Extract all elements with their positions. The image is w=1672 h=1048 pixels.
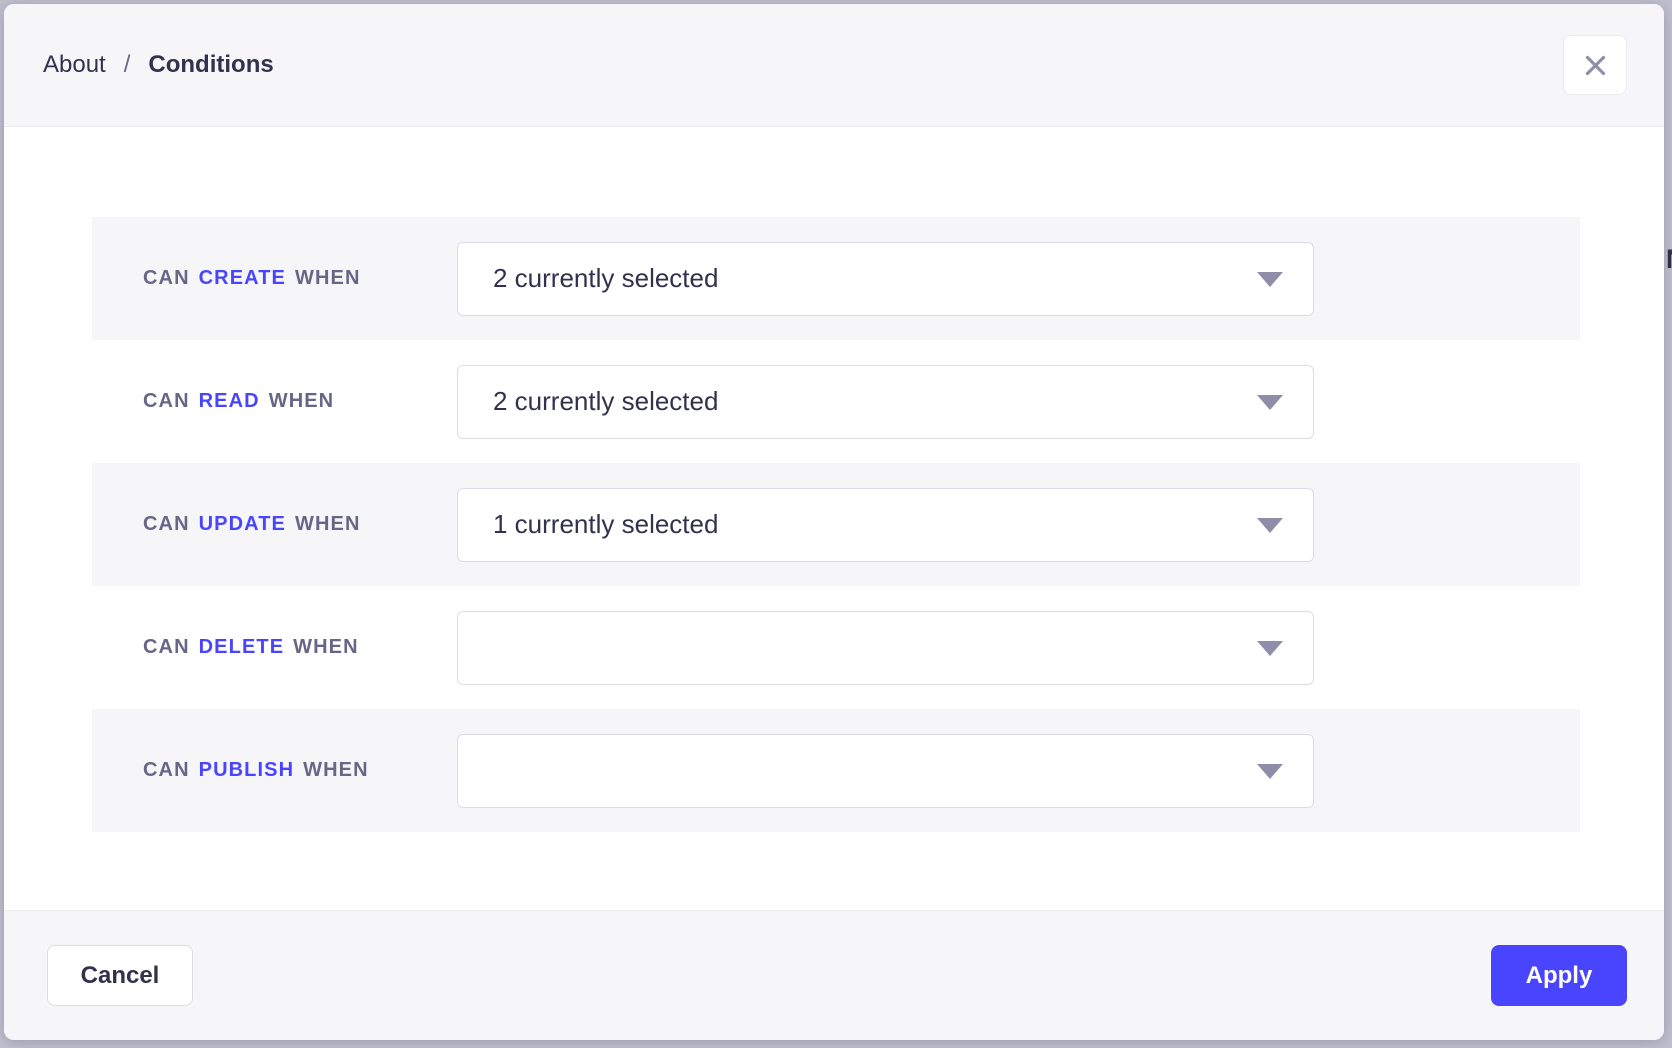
condition-select-publish[interactable] [457,733,1314,808]
label-action: READ [198,390,260,412]
label-prefix: CAN [143,267,190,289]
label-suffix: WHEN [293,636,359,658]
modal-footer: Cancel Apply [4,910,1664,1040]
condition-label-publish: CAN PUBLISH WHEN [143,759,369,782]
background-page-clipped-text: N [1666,244,1672,275]
condition-select-delete[interactable] [457,610,1314,685]
breadcrumb: About / Conditions [43,51,274,79]
label-prefix: CAN [143,390,190,412]
condition-label-read: CAN READ WHEN [143,390,334,413]
select-value: 1 currently selected [493,509,719,539]
modal-body: CAN CREATE WHEN 2 currently selected CAN… [4,127,1664,910]
condition-select-read[interactable]: 2 currently selected [457,364,1314,439]
chevron-down-icon [1257,517,1283,533]
conditions-modal: About / Conditions CAN CREATE WHEN 2 cur… [4,4,1664,1040]
condition-label-delete: CAN DELETE WHEN [143,636,359,659]
conditions-rows: CAN CREATE WHEN 2 currently selected CAN… [92,217,1580,832]
breadcrumb-separator: / [123,51,131,78]
chevron-down-icon [1257,763,1283,779]
label-action: UPDATE [198,513,286,535]
breadcrumb-current: Conditions [148,51,274,78]
close-button[interactable] [1563,35,1627,95]
condition-row-publish: CAN PUBLISH WHEN [92,709,1580,832]
chevron-down-icon [1257,640,1283,656]
select-value: 2 currently selected [493,386,719,416]
select-value: 2 currently selected [493,263,719,293]
apply-button[interactable]: Apply [1491,945,1627,1006]
chevron-down-icon [1257,271,1283,287]
condition-row-update: CAN UPDATE WHEN 1 currently selected [92,463,1580,586]
label-suffix: WHEN [303,759,369,781]
label-action: PUBLISH [198,759,295,781]
label-prefix: CAN [143,513,190,535]
condition-row-create: CAN CREATE WHEN 2 currently selected [92,217,1580,340]
label-prefix: CAN [143,759,190,781]
label-suffix: WHEN [294,513,361,535]
condition-select-create[interactable]: 2 currently selected [457,241,1314,316]
condition-label-create: CAN CREATE WHEN [143,267,361,290]
breadcrumb-parent: About [43,51,106,78]
condition-row-delete: CAN DELETE WHEN [92,586,1580,709]
label-action: CREATE [198,267,286,289]
condition-select-update[interactable]: 1 currently selected [457,487,1314,562]
label-action: DELETE [198,636,285,658]
condition-row-read: CAN READ WHEN 2 currently selected [92,340,1580,463]
cancel-button[interactable]: Cancel [47,945,193,1006]
label-suffix: WHEN [268,390,335,412]
modal-header: About / Conditions [4,4,1664,127]
label-suffix: WHEN [294,267,361,289]
close-icon [1585,55,1605,75]
label-prefix: CAN [143,636,190,658]
condition-label-update: CAN UPDATE WHEN [143,513,361,536]
chevron-down-icon [1257,394,1283,410]
